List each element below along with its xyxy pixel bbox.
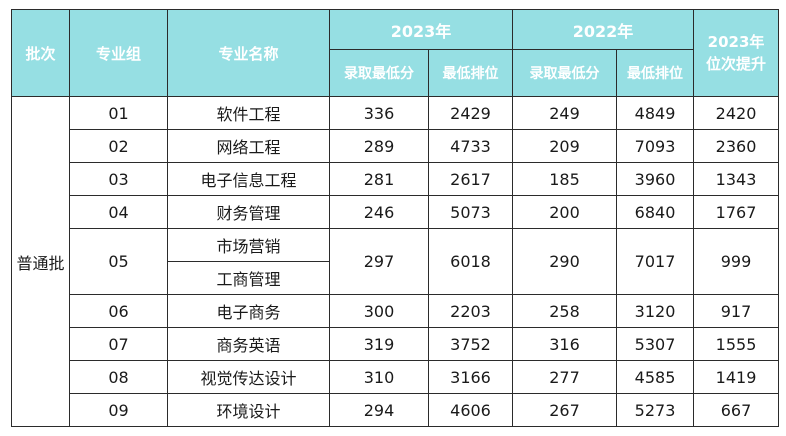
header-rank-rise-line1: 2023年 [707,33,765,51]
major-cell: 电子商务 [167,294,330,328]
group-cell: 07 [69,327,168,361]
rank-rise-cell: 1767 [693,195,780,229]
rank-rise-cell: 1343 [693,162,780,196]
rank-rise-cell: 1419 [693,360,780,394]
rank-2023-cell: 2429 [427,96,514,130]
admission-table: 批次 专业组 专业名称 2023年 2022年 2023年 位次提升 录取最低分… [11,9,780,427]
score-2023-cell: 336 [329,96,429,130]
rank-2022-cell: 3120 [616,294,695,328]
group-cell: 09 [69,393,168,427]
score-2022-cell: 249 [512,96,618,130]
major-cell: 视觉传达设计 [167,360,330,394]
header-major: 专业名称 [167,9,330,97]
group-cell: 02 [69,129,168,163]
rank-rise-cell: 2360 [693,129,780,163]
rank-2023-cell: 4606 [427,393,514,427]
table-row: 工商管理 [12,261,779,295]
rank-2022-cell: 3960 [616,162,695,196]
group-cell: 08 [69,360,168,394]
score-2022-cell: 277 [512,360,618,394]
major-cell: 网络工程 [167,129,330,163]
table-row: 06 电子商务 300 2203 258 3120 917 [12,294,780,328]
table-row: 05 市场营销 297 6018 290 7017 999 [12,228,780,295]
score-2022-cell: 200 [512,195,618,229]
table-row: 02 网络工程 289 4733 209 7093 2360 [12,129,780,163]
header-2022-min-score: 录取最低分 [512,49,618,97]
header-rank-rise: 2023年 位次提升 [693,9,780,97]
header-batch: 批次 [11,9,70,97]
header-rank-rise-line2: 位次提升 [706,55,767,73]
score-2023-cell: 300 [329,294,429,328]
major-cell: 财务管理 [167,195,330,229]
rank-2023-cell: 4733 [427,129,514,163]
header-row-1: 批次 专业组 专业名称 2023年 2022年 2023年 位次提升 [11,9,780,97]
rank-2022-cell: 4849 [616,96,695,130]
score-2023-cell: 319 [329,327,429,361]
rank-2022-cell: 5307 [616,327,695,361]
table-row: 03 电子信息工程 281 2617 185 3960 1343 [12,162,780,196]
rank-2023-cell: 2203 [427,294,514,328]
group-cell: 05 [69,228,168,295]
header-row-2: 录取最低分 最低排位 录取最低分 最低排位 [12,49,779,97]
rank-2023-cell: 3752 [427,327,514,361]
rank-rise-cell: 667 [693,393,780,427]
major-cell: 电子信息工程 [167,162,330,196]
table-row: 09 环境设计 294 4606 267 5273 667 [12,393,780,427]
score-2022-cell: 185 [512,162,618,196]
rank-2023-cell: 2617 [427,162,514,196]
score-2023-cell: 289 [329,129,429,163]
header-2023-min-score: 录取最低分 [329,49,429,97]
group-cell: 06 [69,294,168,328]
rank-2023-cell: 6018 [427,228,514,295]
major-cell: 软件工程 [167,96,330,130]
score-2023-cell: 281 [329,162,429,196]
rank-2023-cell: 5073 [427,195,514,229]
score-2023-cell: 310 [329,360,429,394]
rank-rise-cell: 1555 [693,327,780,361]
score-2022-cell: 209 [512,129,618,163]
header-2023-min-rank: 最低排位 [427,49,514,97]
group-cell: 04 [69,195,168,229]
rank-2023-cell: 3166 [427,360,514,394]
group-cell: 03 [69,162,168,196]
header-group: 专业组 [69,9,168,97]
rank-2022-cell: 4585 [616,360,695,394]
score-2022-cell: 258 [512,294,618,328]
table-row: 07 商务英语 319 3752 316 5307 1555 [12,327,780,361]
major-cell: 商务英语 [167,327,330,361]
header-2022-min-rank: 最低排位 [616,49,695,97]
rank-2022-cell: 7093 [616,129,695,163]
header-year-2022: 2022年 [512,9,695,50]
rank-rise-cell: 2420 [693,96,780,130]
major-cell: 市场营销 [167,228,330,262]
major-cell: 工商管理 [167,261,330,295]
rank-2022-cell: 7017 [616,228,695,295]
table-row: 08 视觉传达设计 310 3166 277 4585 1419 [12,360,780,394]
score-2022-cell: 290 [512,228,618,295]
major-cell: 环境设计 [167,393,330,427]
score-2023-cell: 246 [329,195,429,229]
table-row: 04 财务管理 246 5073 200 6840 1767 [12,195,780,229]
score-2022-cell: 267 [512,393,618,427]
batch-cell: 普通批 [11,96,70,427]
group-cell: 01 [69,96,168,130]
score-2023-cell: 297 [329,228,429,295]
rank-2022-cell: 5273 [616,393,695,427]
header-year-2023: 2023年 [328,9,514,50]
rank-rise-cell: 999 [693,228,780,295]
score-2023-cell: 294 [329,393,429,427]
score-2022-cell: 316 [512,327,618,361]
rank-rise-cell: 917 [693,294,780,328]
table-row: 普通批 01 软件工程 336 2429 249 4849 2420 [11,96,780,427]
rank-2022-cell: 6840 [616,195,695,229]
